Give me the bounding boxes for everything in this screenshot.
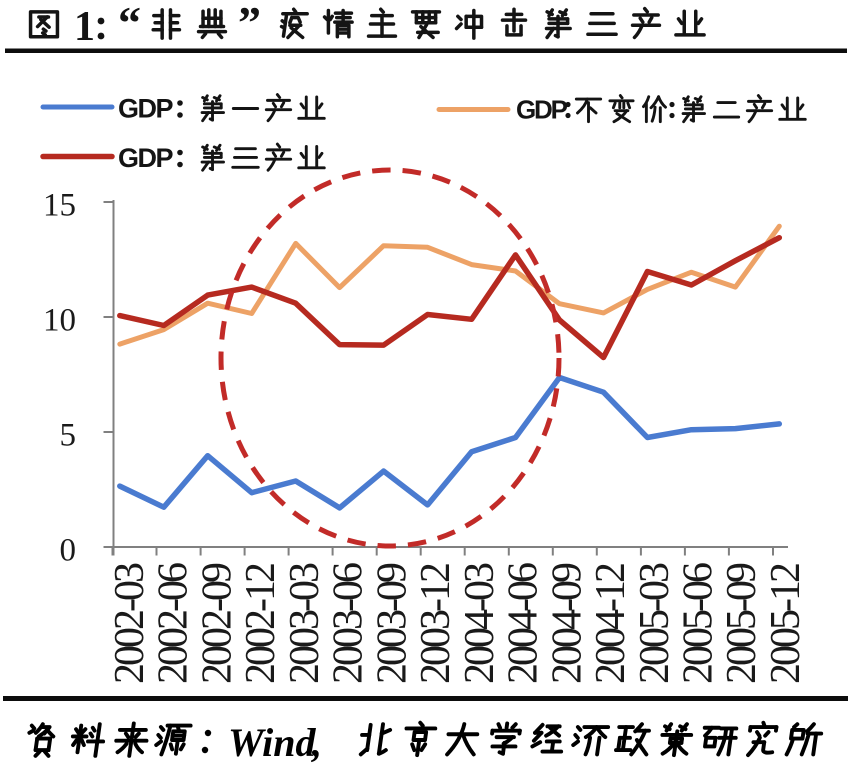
svg-text:5: 5	[60, 418, 77, 454]
svg-text:2003-12: 2003-12	[413, 564, 459, 684]
svg-text:,: ,	[311, 720, 322, 765]
svg-text:1: 1	[74, 4, 95, 50]
svg-text:2003-06: 2003-06	[326, 563, 372, 684]
svg-text:“: “	[118, 0, 141, 48]
svg-text:2004-09: 2004-09	[544, 563, 590, 684]
svg-text:2004-06: 2004-06	[501, 563, 547, 684]
svg-text:10: 10	[43, 303, 76, 339]
svg-text:2004-03: 2004-03	[457, 563, 503, 684]
svg-text:”: ”	[238, 0, 261, 48]
svg-text:2003-03: 2003-03	[282, 563, 328, 684]
svg-text:GDP: GDP	[118, 94, 174, 124]
svg-text:2004-12: 2004-12	[588, 564, 634, 684]
svg-text:0: 0	[60, 533, 77, 569]
svg-text:2002-09: 2002-09	[195, 563, 241, 684]
svg-text:2002-03: 2002-03	[107, 563, 153, 684]
svg-text:2003-09: 2003-09	[369, 563, 415, 684]
svg-text:2002-06: 2002-06	[151, 563, 197, 684]
svg-text:15: 15	[43, 188, 76, 224]
svg-text:2005-06: 2005-06	[676, 563, 722, 684]
svg-text:2005-03: 2005-03	[632, 563, 678, 684]
svg-text:2005-12: 2005-12	[763, 564, 809, 684]
svg-text:GDP: GDP	[118, 143, 174, 173]
svg-text:2005-09: 2005-09	[719, 563, 765, 684]
svg-text:GDP: GDP	[516, 95, 568, 125]
svg-text:Wind: Wind	[228, 720, 316, 765]
svg-text:2002-12: 2002-12	[238, 564, 284, 684]
